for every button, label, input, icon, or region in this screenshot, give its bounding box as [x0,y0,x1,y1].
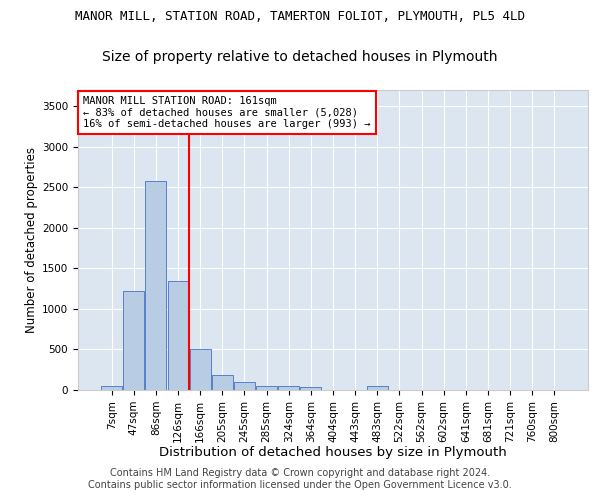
Bar [301,387,322,390]
X-axis label: Distribution of detached houses by size in Plymouth: Distribution of detached houses by size … [159,446,507,459]
Bar [234,382,255,390]
Y-axis label: Number of detached properties: Number of detached properties [25,147,38,333]
Text: MANOR MILL, STATION ROAD, TAMERTON FOLIOT, PLYMOUTH, PL5 4LD: MANOR MILL, STATION ROAD, TAMERTON FOLIO… [75,10,525,23]
Bar [145,181,166,390]
Bar [278,386,299,390]
Bar [367,386,388,390]
Text: Contains HM Land Registry data © Crown copyright and database right 2024.
Contai: Contains HM Land Registry data © Crown c… [88,468,512,490]
Bar [212,375,233,390]
Bar [124,291,145,390]
Bar [190,350,211,390]
Bar [256,386,277,390]
Bar [167,282,188,390]
Bar [101,386,122,390]
Text: MANOR MILL STATION ROAD: 161sqm
← 83% of detached houses are smaller (5,028)
16%: MANOR MILL STATION ROAD: 161sqm ← 83% of… [83,96,371,129]
Text: Size of property relative to detached houses in Plymouth: Size of property relative to detached ho… [102,50,498,64]
